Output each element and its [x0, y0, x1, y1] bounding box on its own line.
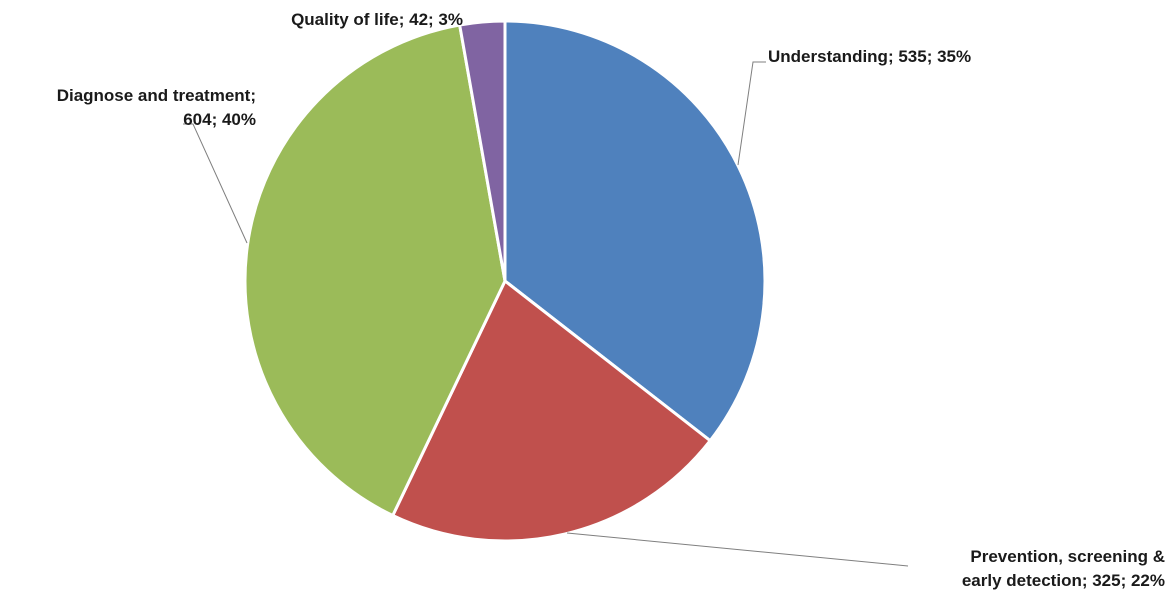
data-label-quality-of-life: Quality of life; 42; 3% — [291, 10, 463, 29]
data-label-line: Diagnose and treatment; — [57, 86, 256, 105]
data-label-line: early detection; 325; 22% — [962, 571, 1165, 590]
data-label-understanding: Understanding; 535; 35% — [768, 47, 971, 66]
pie-slice-diagnose-and-treatment — [243, 23, 507, 518]
leader-line-understanding — [737, 61, 766, 166]
data-label-line: 604; 40% — [183, 110, 256, 129]
data-label-line: Prevention, screening & — [970, 547, 1165, 566]
leader-line-diagnose-and-treatment — [183, 123, 248, 244]
data-label-diagnose-and-treatment: Diagnose and treatment; 604; 40% — [57, 86, 256, 129]
leader-lines — [183, 61, 909, 567]
pie-slice-understanding — [503, 19, 767, 443]
data-labels: Understanding; 535; 35% Prevention, scree… — [57, 10, 1165, 590]
data-label-line: Understanding; 535; 35% — [768, 47, 971, 66]
pie-slice-quality-of-life — [458, 19, 507, 283]
data-label-prevention-screening-and-early-detection: Prevention, screening & early detection; … — [962, 547, 1165, 590]
leader-line-prevention-screening-and-early-detection — [566, 532, 909, 567]
pie-slice-prevention-screening-and-early-detection — [391, 279, 712, 543]
data-label-line: Quality of life; 42; 3% — [291, 10, 463, 29]
pie-slices — [243, 19, 767, 543]
